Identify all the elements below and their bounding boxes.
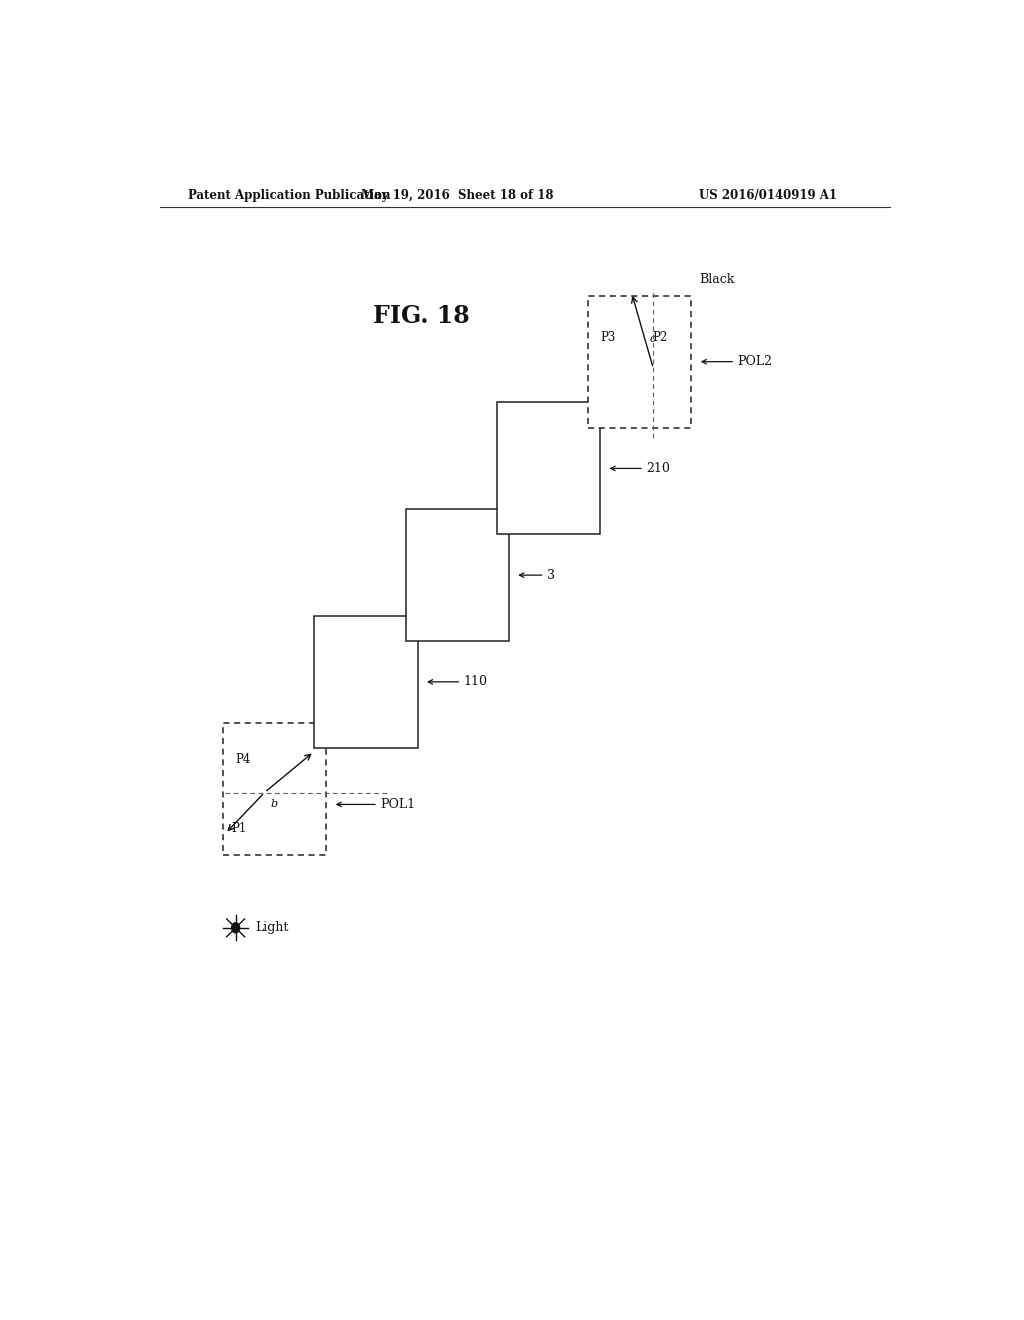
Bar: [314, 615, 418, 748]
Text: P3: P3: [601, 331, 616, 345]
Bar: [588, 296, 691, 428]
Bar: [223, 722, 327, 854]
Text: 110: 110: [464, 676, 487, 688]
Text: May 19, 2016  Sheet 18 of 18: May 19, 2016 Sheet 18 of 18: [361, 189, 554, 202]
Text: P2: P2: [652, 331, 668, 345]
Bar: [406, 510, 509, 642]
Text: Black: Black: [699, 273, 735, 286]
Circle shape: [231, 923, 240, 933]
Text: Light: Light: [255, 921, 289, 935]
Text: P4: P4: [236, 752, 251, 766]
Text: P1: P1: [231, 822, 247, 834]
Text: POL1: POL1: [380, 797, 416, 810]
Text: 210: 210: [646, 462, 670, 475]
Bar: [497, 403, 600, 535]
Text: POL2: POL2: [737, 355, 772, 368]
Text: 3: 3: [547, 569, 555, 582]
Text: b: b: [270, 799, 278, 809]
Text: c: c: [649, 334, 655, 345]
Text: FIG. 18: FIG. 18: [374, 304, 470, 327]
Text: Patent Application Publication: Patent Application Publication: [187, 189, 390, 202]
Text: US 2016/0140919 A1: US 2016/0140919 A1: [699, 189, 838, 202]
